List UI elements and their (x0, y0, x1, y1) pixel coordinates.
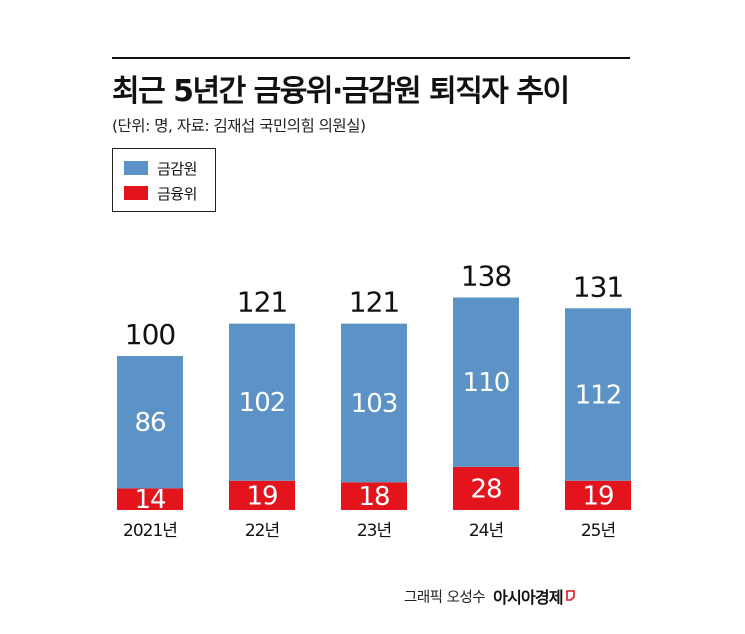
data-label-total: 100 (125, 318, 175, 351)
data-label-fsc: 28 (470, 474, 501, 504)
bar-fss (565, 308, 631, 481)
data-label-fss: 112 (575, 381, 622, 411)
data-label-total: 131 (573, 270, 623, 303)
data-label-fsc: 14 (134, 485, 166, 515)
bar-fsc (229, 480, 295, 510)
bar-fsc (341, 482, 407, 510)
data-label-fss: 103 (351, 389, 398, 419)
data-label-fss: 102 (239, 388, 286, 418)
legend: 금감원 금융위 (112, 148, 216, 212)
legend-label-fsc: 금융위 (157, 184, 197, 203)
data-label-fss: 86 (134, 408, 165, 438)
bar-fsc (453, 466, 519, 510)
x-tick-label: 22년 (245, 521, 279, 541)
brand-logo: 아시아경제 (493, 588, 563, 607)
data-label-fsc: 19 (246, 481, 277, 511)
bar-fss (453, 297, 519, 467)
bar-fsc (565, 480, 631, 510)
bar-fss (229, 323, 295, 481)
brand-mark-icon (565, 590, 575, 601)
data-label-total: 121 (349, 286, 399, 319)
bar-fss (117, 356, 183, 489)
data-label-fss: 110 (463, 368, 510, 398)
x-tick-label: 24년 (469, 521, 503, 541)
data-label-total: 121 (237, 286, 287, 319)
legend-label-fss: 금감원 (157, 159, 197, 178)
credit-text: 그래픽 오성수 (404, 589, 486, 606)
x-tick-label: 23년 (357, 521, 391, 541)
data-label-total: 138 (461, 259, 511, 292)
legend-item-fsc: 금융위 (124, 183, 197, 203)
bar-fss (341, 323, 407, 483)
chart-subtitle: (단위: 명, 자료: 김재섭 국민의힘 의원실) (112, 117, 366, 135)
legend-item-fss: 금감원 (124, 158, 197, 178)
legend-swatch-fsc (124, 186, 148, 200)
legend-swatch-fss (124, 161, 148, 175)
data-label-fsc: 18 (358, 482, 389, 512)
x-tick-label: 25년 (581, 521, 615, 541)
x-tick-label: 2021년 (123, 521, 177, 541)
title-rule (112, 57, 630, 59)
data-label-fsc: 19 (582, 481, 613, 511)
chart-title: 최근 5년간 금융위·금감원 퇴직자 추이 (112, 74, 570, 109)
bar-fsc (117, 488, 183, 510)
credit: 그래픽 오성수 아시아경제 (404, 584, 576, 608)
